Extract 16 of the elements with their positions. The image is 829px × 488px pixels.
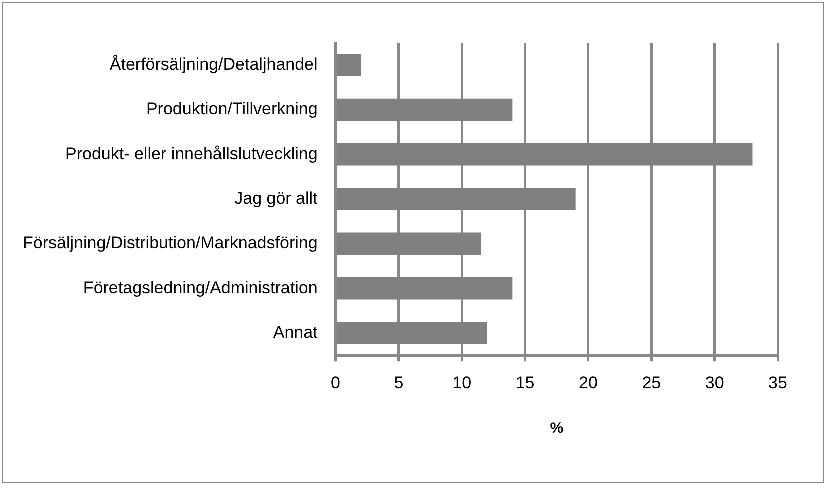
x-tick-label: 30 <box>705 373 724 392</box>
y-tick-label: Annat <box>273 322 318 342</box>
x-tick-label: 20 <box>579 373 598 392</box>
x-tick-label: 10 <box>452 373 472 392</box>
y-tick-label: Försäljning/Distribution/Marknadsföring <box>22 234 318 253</box>
x-tick-label: 35 <box>768 373 788 392</box>
x-tick-label: 25 <box>642 373 662 392</box>
y-tick-label: Återförsäljning/Detaljhandel <box>110 55 318 74</box>
x-axis-title: % <box>550 420 564 438</box>
x-tick-label: 15 <box>516 373 535 392</box>
x-tick-label: 0 <box>331 373 341 392</box>
y-tick-label: Produktion/Tillverkning <box>146 100 318 119</box>
y-tick-label: Produkt- eller innehållslutveckling <box>65 144 318 164</box>
y-tick-label: Jag gör allt <box>234 188 318 208</box>
y-tick-label: Företagsledning/Administration <box>83 278 318 298</box>
x-tick-label: 5 <box>394 373 404 392</box>
